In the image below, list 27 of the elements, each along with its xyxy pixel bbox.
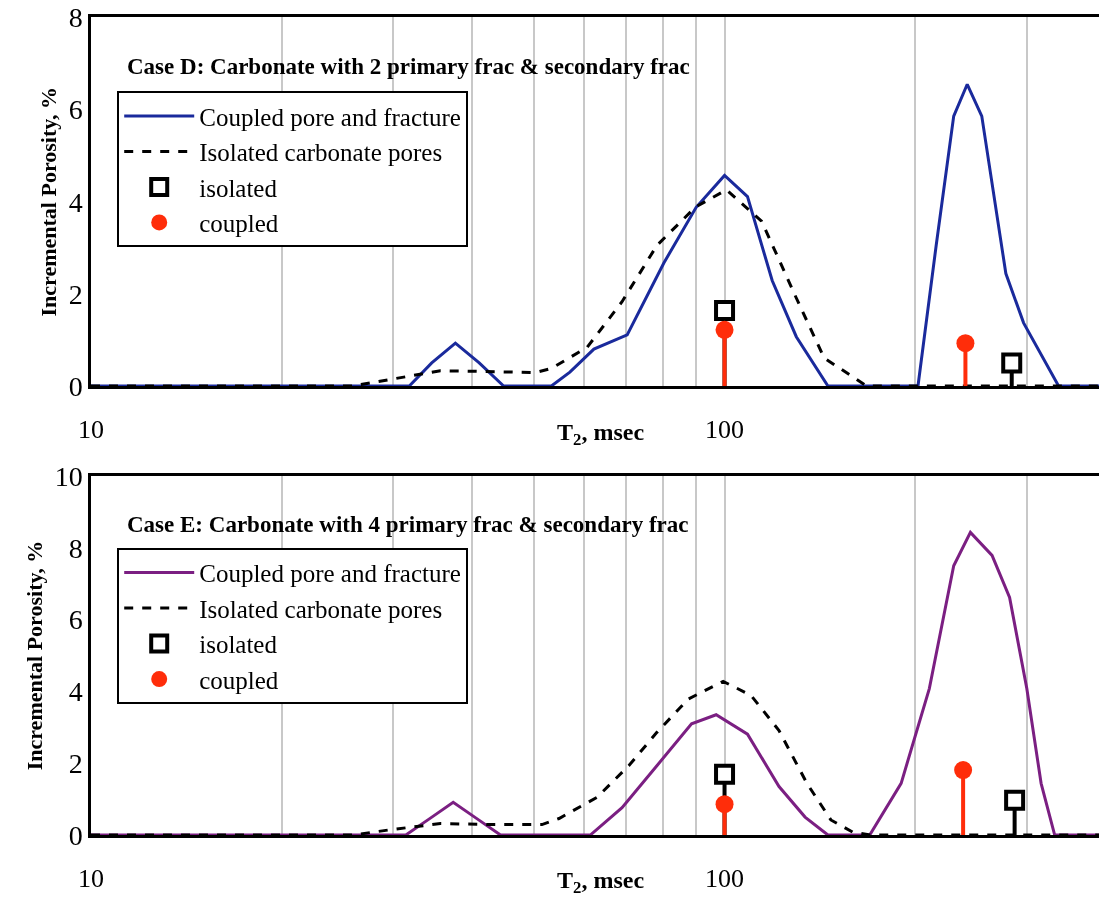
text: Case D: Carbonate with 2 primary frac & secondary frac — [127, 54, 690, 79]
y-tick-label: 2 — [68, 748, 83, 780]
legend-label: coupled — [199, 666, 279, 694]
legend-label: isolated — [199, 174, 278, 202]
legend-label: Isolated carbonate pores — [199, 139, 443, 167]
x-tick-label: 100 — [705, 863, 745, 893]
y-tick-label: 0 — [68, 819, 83, 851]
y-tick-label: 10 — [54, 460, 83, 492]
y-tick-label: 6 — [68, 604, 83, 636]
y-tick-label: 8 — [68, 532, 83, 564]
x-tick-label: 100 — [705, 414, 745, 444]
legend-label: Coupled pore and fracture — [199, 103, 461, 131]
y-axis-title: Incremental Porosity, % — [36, 86, 62, 317]
text: Case E: Carbonate with 4 primary frac & secondary frac — [127, 512, 689, 537]
x-axis-title: T$_{2}$, msec — [557, 419, 645, 450]
y-tick-label: 6 — [68, 94, 83, 126]
legend-label: coupled — [199, 210, 279, 238]
y-tick-label: 2 — [68, 278, 83, 310]
y-axis-title: Incremental Porosity, % — [22, 540, 48, 771]
legend-label: Isolated carbonate pores — [199, 595, 443, 623]
legend-label: Coupled pore and fracture — [199, 560, 461, 588]
x-axis-title: T$_{2}$, msec — [557, 867, 645, 897]
legend-label: isolated — [199, 631, 278, 659]
y-tick-label: 8 — [68, 2, 83, 34]
y-tick-label: 4 — [68, 676, 83, 708]
y-tick-label: 4 — [68, 186, 83, 218]
y-tick-label: 0 — [68, 370, 83, 402]
